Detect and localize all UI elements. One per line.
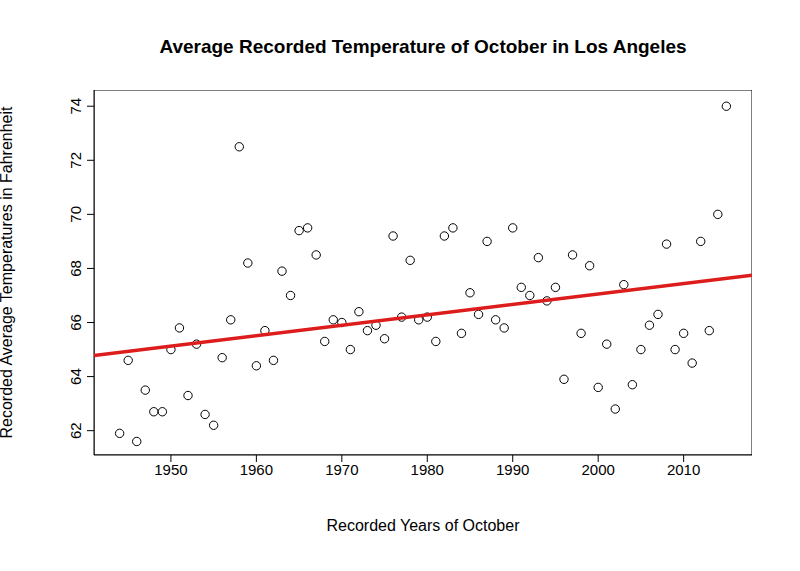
svg-text:70: 70 bbox=[67, 206, 84, 223]
svg-text:64: 64 bbox=[67, 368, 84, 385]
svg-text:1970: 1970 bbox=[325, 461, 358, 478]
svg-text:66: 66 bbox=[67, 314, 84, 331]
svg-text:1990: 1990 bbox=[496, 461, 529, 478]
svg-text:1980: 1980 bbox=[411, 461, 444, 478]
svg-text:2010: 2010 bbox=[667, 461, 700, 478]
svg-text:2000: 2000 bbox=[581, 461, 614, 478]
html-text:Average Recorded Temperature o: Average Recorded Temperature of October … bbox=[159, 36, 687, 57]
svg-text:Recorded Years of October: Recorded Years of October bbox=[326, 517, 520, 534]
svg-text:62: 62 bbox=[67, 422, 84, 439]
svg-text:1950: 1950 bbox=[154, 461, 187, 478]
svg-text:74: 74 bbox=[67, 98, 84, 115]
svg-text:68: 68 bbox=[67, 260, 84, 277]
svg-text:72: 72 bbox=[67, 152, 84, 169]
svg-text:Recorded Average Temperatures: Recorded Average Temperatures in Fahrenh… bbox=[8, 106, 15, 439]
svg-text:1960: 1960 bbox=[240, 461, 273, 478]
